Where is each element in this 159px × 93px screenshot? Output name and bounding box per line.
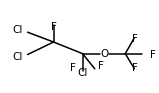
Text: F: F <box>70 63 76 73</box>
Text: F: F <box>131 63 137 73</box>
Text: O: O <box>100 49 109 59</box>
Text: F: F <box>98 61 104 72</box>
Text: F: F <box>131 34 137 44</box>
Text: Cl: Cl <box>77 68 88 78</box>
Text: Cl: Cl <box>13 52 23 62</box>
Text: Cl: Cl <box>13 25 23 35</box>
Text: F: F <box>150 50 156 60</box>
Text: F: F <box>51 21 56 32</box>
